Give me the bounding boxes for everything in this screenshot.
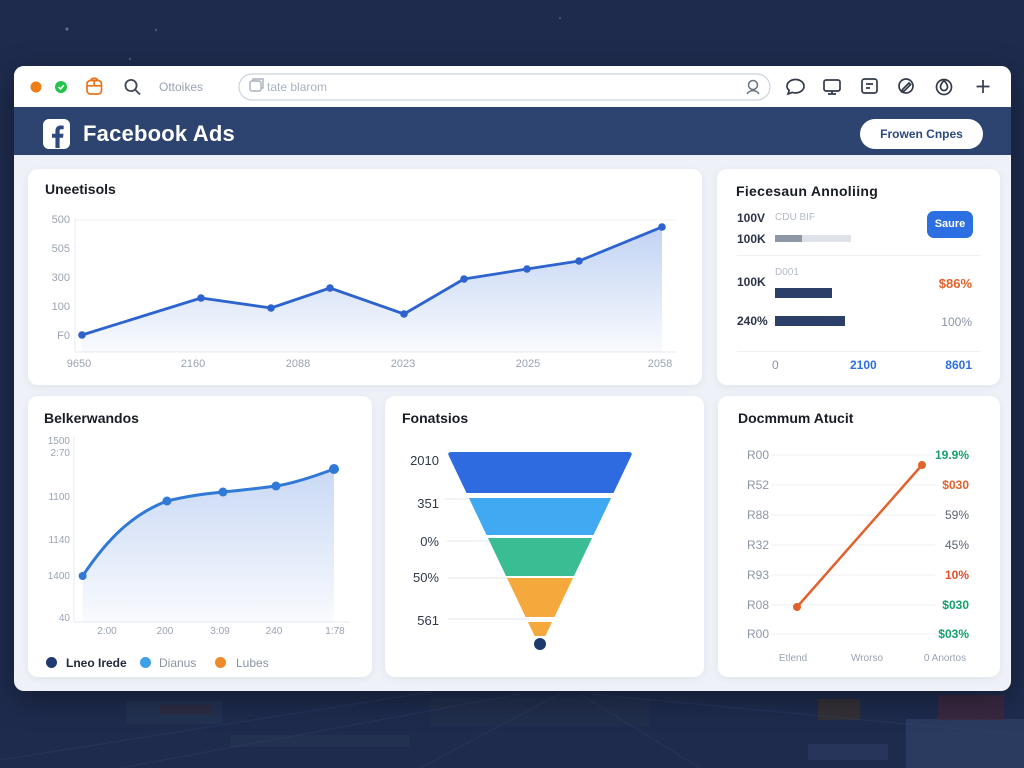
- svg-text:Ottoikes: Ottoikes: [159, 80, 203, 94]
- svg-text:tate blarom: tate blarom: [267, 80, 327, 94]
